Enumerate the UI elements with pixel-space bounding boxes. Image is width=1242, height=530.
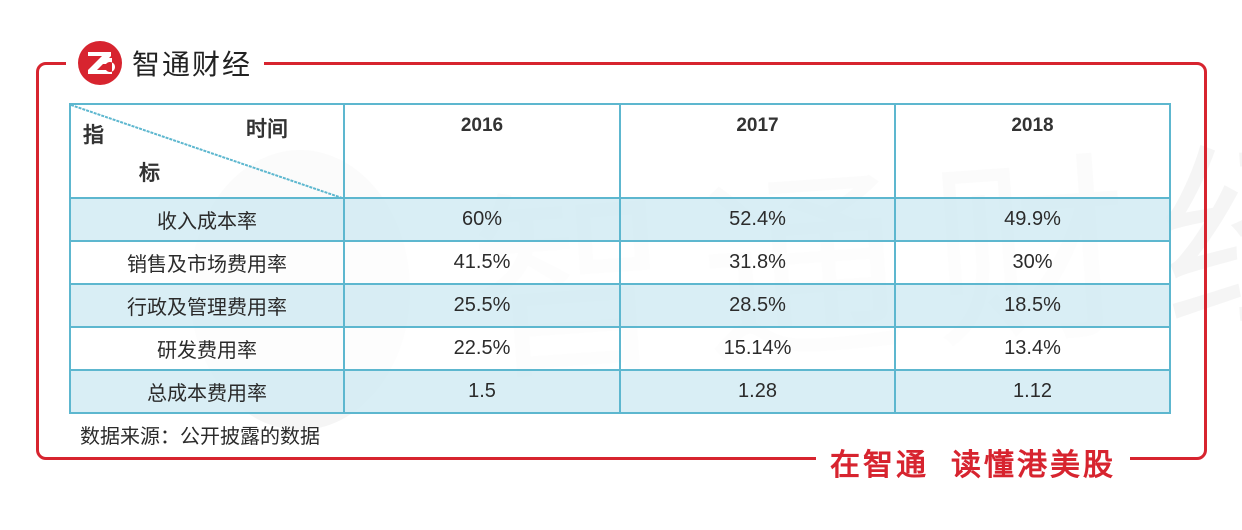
corner-header-cell: 时间 指 标 bbox=[69, 103, 345, 199]
cell-value: 1.5 bbox=[343, 369, 621, 414]
cell-value: 22.5% bbox=[343, 326, 621, 371]
slogan-part-2: 读懂港美股 bbox=[951, 448, 1116, 483]
slogan: 在智通 读懂港美股 bbox=[816, 440, 1130, 484]
cost-ratio-table: 时间 指 标 2016 2017 2018 收入成本率 60% 52.4% 49… bbox=[69, 103, 1171, 414]
cell-value: 1.12 bbox=[894, 369, 1171, 414]
table-row: 研发费用率 22.5% 15.14% 13.4% bbox=[69, 326, 1171, 371]
brand-header: 智通财经 bbox=[66, 36, 265, 90]
column-header-2018: 2018 bbox=[894, 103, 1171, 199]
cell-value: 52.4% bbox=[619, 197, 896, 242]
cell-value: 49.9% bbox=[894, 197, 1171, 242]
slogan-part-1: 在智通 bbox=[830, 448, 929, 483]
zhitong-logo-icon bbox=[78, 41, 122, 85]
row-label: 总成本费用率 bbox=[69, 369, 345, 414]
cell-value: 15.14% bbox=[619, 326, 896, 371]
cell-value: 30% bbox=[894, 240, 1171, 285]
data-source-note: 数据来源：公开披露的数据 bbox=[80, 424, 320, 448]
cell-value: 41.5% bbox=[343, 240, 621, 285]
column-header-2017: 2017 bbox=[619, 103, 896, 199]
row-label: 销售及市场费用率 bbox=[69, 240, 345, 285]
table-row: 行政及管理费用率 25.5% 28.5% 18.5% bbox=[69, 283, 1171, 328]
table-row: 销售及市场费用率 41.5% 31.8% 30% bbox=[69, 240, 1171, 285]
corner-label-indicator-2: 标 bbox=[139, 162, 160, 185]
cell-value: 31.8% bbox=[619, 240, 896, 285]
diagonal-divider-icon bbox=[71, 105, 345, 199]
table-row: 收入成本率 60% 52.4% 49.9% bbox=[69, 197, 1171, 242]
corner-label-indicator-1: 指 bbox=[83, 124, 104, 147]
cell-value: 60% bbox=[343, 197, 621, 242]
column-header-2016: 2016 bbox=[343, 103, 621, 199]
table-row: 总成本费用率 1.5 1.28 1.12 bbox=[69, 369, 1171, 414]
red-frame bbox=[36, 62, 1207, 460]
table-header-row: 时间 指 标 2016 2017 2018 bbox=[69, 103, 1171, 199]
cell-value: 28.5% bbox=[619, 283, 896, 328]
cell-value: 1.28 bbox=[619, 369, 896, 414]
row-label: 研发费用率 bbox=[69, 326, 345, 371]
cell-value: 13.4% bbox=[894, 326, 1171, 371]
cell-value: 25.5% bbox=[343, 283, 621, 328]
row-label: 收入成本率 bbox=[69, 197, 345, 242]
brand-name: 智通财经 bbox=[132, 48, 253, 81]
corner-label-time: 时间 bbox=[246, 118, 288, 141]
cell-value: 18.5% bbox=[894, 283, 1171, 328]
row-label: 行政及管理费用率 bbox=[69, 283, 345, 328]
